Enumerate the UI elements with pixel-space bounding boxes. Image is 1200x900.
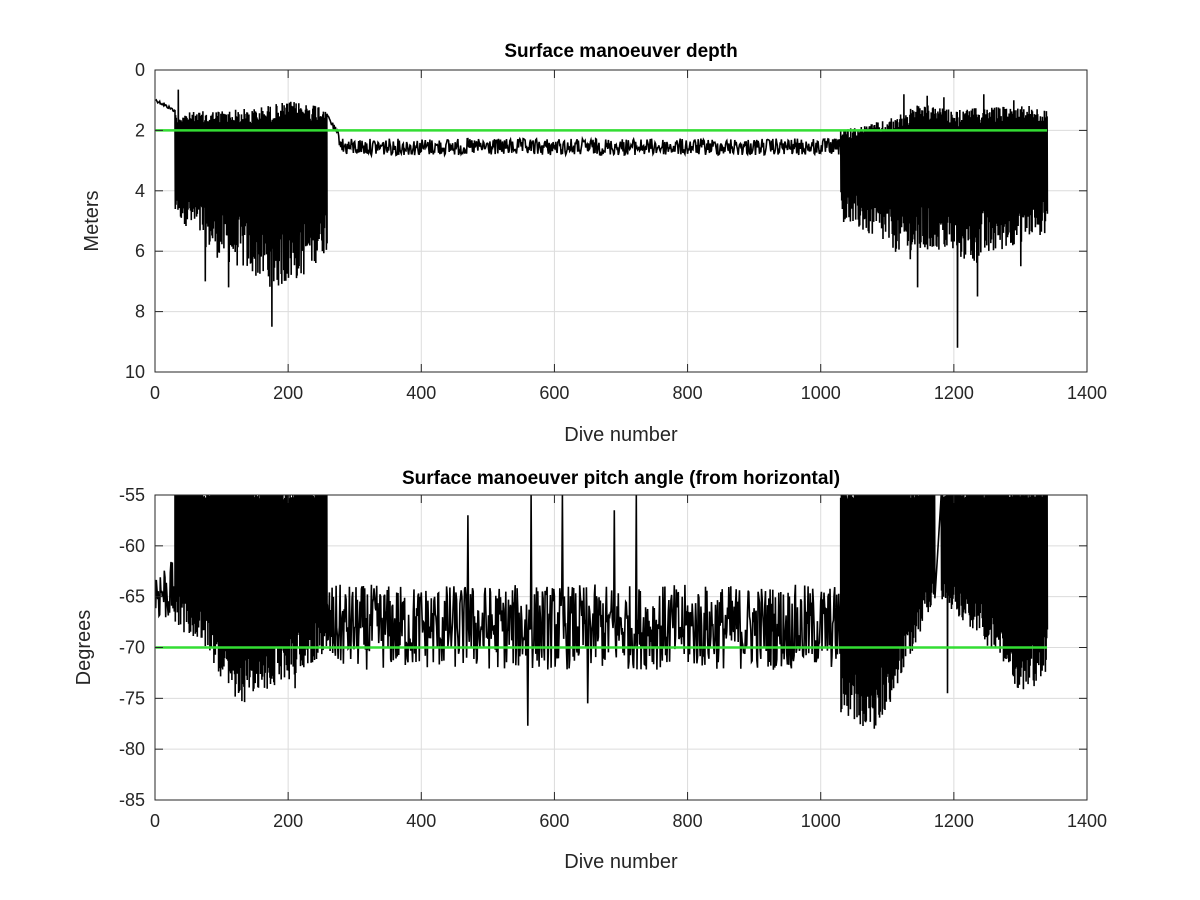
pitch-y-axis-label: Degrees xyxy=(73,610,95,686)
y-tick-label: 0 xyxy=(135,60,145,80)
y-tick-label: 10 xyxy=(125,362,145,382)
x-tick-label: 1400 xyxy=(1067,383,1107,403)
depth-chart-title: Surface manoeuver depth xyxy=(504,41,737,62)
pitch-chart: Surface manoeuver pitch angle (from hori… xyxy=(73,468,1107,873)
x-tick-label: 1200 xyxy=(934,811,974,831)
x-tick-label: 1000 xyxy=(801,383,841,403)
depth-chart: Surface manoeuver depth Dive number Mete… xyxy=(81,41,1107,446)
x-tick-label: 0 xyxy=(150,383,160,403)
x-tick-label: 200 xyxy=(273,383,303,403)
y-tick-label: -75 xyxy=(119,688,145,708)
y-tick-label: -60 xyxy=(119,536,145,556)
series-line xyxy=(155,89,1049,348)
series-line xyxy=(155,495,1049,729)
axes-box xyxy=(154,69,1088,373)
x-tick-label: 600 xyxy=(539,811,569,831)
y-tick-label: -80 xyxy=(119,739,145,759)
x-tick-label: 1400 xyxy=(1067,811,1107,831)
y-tick-label: -70 xyxy=(119,638,145,658)
y-tick-label: -55 xyxy=(119,485,145,505)
x-tick-label: 400 xyxy=(406,811,436,831)
x-tick-label: 1200 xyxy=(934,383,974,403)
x-tick-label: 800 xyxy=(673,811,703,831)
x-tick-label: 0 xyxy=(150,811,160,831)
x-tick-label: 600 xyxy=(539,383,569,403)
x-tick-label: 400 xyxy=(406,383,436,403)
pitch-x-axis-label: Dive number xyxy=(564,851,678,873)
pitch-chart-title: Surface manoeuver pitch angle (from hori… xyxy=(402,468,840,489)
y-tick-label: 4 xyxy=(135,181,145,201)
y-tick-label: 8 xyxy=(135,302,145,322)
x-tick-label: 800 xyxy=(673,383,703,403)
x-tick-label: 1000 xyxy=(801,811,841,831)
depth-y-axis-label: Meters xyxy=(81,190,103,251)
x-tick-label: 200 xyxy=(273,811,303,831)
y-tick-label: -85 xyxy=(119,790,145,810)
y-tick-label: -65 xyxy=(119,587,145,607)
y-tick-label: 2 xyxy=(135,120,145,140)
depth-x-axis-label: Dive number xyxy=(564,424,678,446)
y-tick-label: 6 xyxy=(135,241,145,261)
